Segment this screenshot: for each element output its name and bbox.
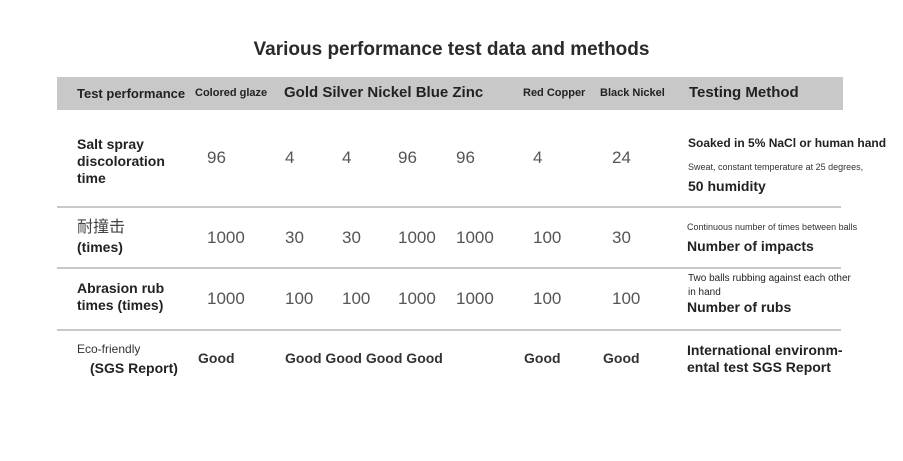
- row-label: (SGS Report): [90, 360, 178, 376]
- cell-value: 96: [398, 148, 417, 167]
- row-label: times (times): [77, 297, 164, 313]
- row-label: (times): [77, 239, 123, 255]
- cell-value: 1000: [456, 289, 494, 308]
- header-cell: Black Nickel: [600, 87, 665, 99]
- header-cell: Colored glaze: [195, 87, 268, 99]
- method-text: Sweat, constant temperature at 25 degree…: [688, 162, 864, 172]
- header-cell: Testing Method: [689, 84, 799, 101]
- cell-value: 100: [612, 289, 641, 308]
- cell-value: 1000: [456, 228, 494, 247]
- cell-value: 100: [533, 289, 562, 308]
- table-title: Various performance test data and method…: [253, 39, 650, 60]
- cell-value: 96: [456, 148, 475, 167]
- cell-value: 1000: [398, 289, 436, 308]
- cell-value: 1000: [398, 228, 436, 247]
- header-cell: Test performance: [77, 86, 186, 101]
- cell-value: Good: [524, 350, 561, 366]
- cell-value: 30: [612, 228, 631, 247]
- method-text: International environm-: [687, 342, 843, 358]
- cell-value: Good: [198, 350, 235, 366]
- row-label: discoloration: [77, 153, 165, 169]
- header-cell: Gold Silver Nickel Blue Zinc: [284, 84, 484, 101]
- cell-value: 24: [612, 148, 631, 167]
- cell-value: 30: [285, 228, 304, 247]
- cell-value: 4: [285, 148, 295, 167]
- row-divider: [57, 206, 841, 208]
- method-text: Soaked in 5% NaCl or human hand: [688, 136, 887, 150]
- method-text: ental test SGS Report: [687, 359, 831, 375]
- method-text: Continuous number of times between balls: [687, 222, 858, 232]
- cell-value: 1000: [207, 289, 245, 308]
- row-divider: [57, 267, 841, 269]
- cell-value: 100: [533, 228, 562, 247]
- cell-value: 30: [342, 228, 361, 247]
- row-label: 耐撞击: [77, 219, 126, 236]
- method-text: Number of rubs: [687, 299, 792, 315]
- row-label: time: [77, 170, 106, 186]
- row-label: Abrasion rub: [77, 280, 165, 296]
- cell-value: 96: [207, 148, 226, 167]
- method-text: Number of impacts: [687, 238, 814, 254]
- cell-value: 100: [342, 289, 371, 308]
- header-band: [57, 77, 843, 110]
- method-text: Two balls rubbing against each other: [688, 273, 851, 284]
- method-text: in hand: [688, 287, 721, 298]
- cell-value: Good: [603, 350, 640, 366]
- cell-value: 100: [285, 289, 314, 308]
- method-text: 50 humidity: [688, 178, 766, 194]
- cell-value: Good Good Good Good: [285, 350, 443, 366]
- cell-value: 4: [342, 148, 352, 167]
- row-label: Salt spray: [77, 136, 144, 152]
- row-divider: [57, 329, 841, 331]
- cell-value: 4: [533, 148, 543, 167]
- cell-value: 1000: [207, 228, 245, 247]
- header-cell: Red Copper: [523, 87, 586, 99]
- row-label: Eco-friendly: [77, 342, 141, 356]
